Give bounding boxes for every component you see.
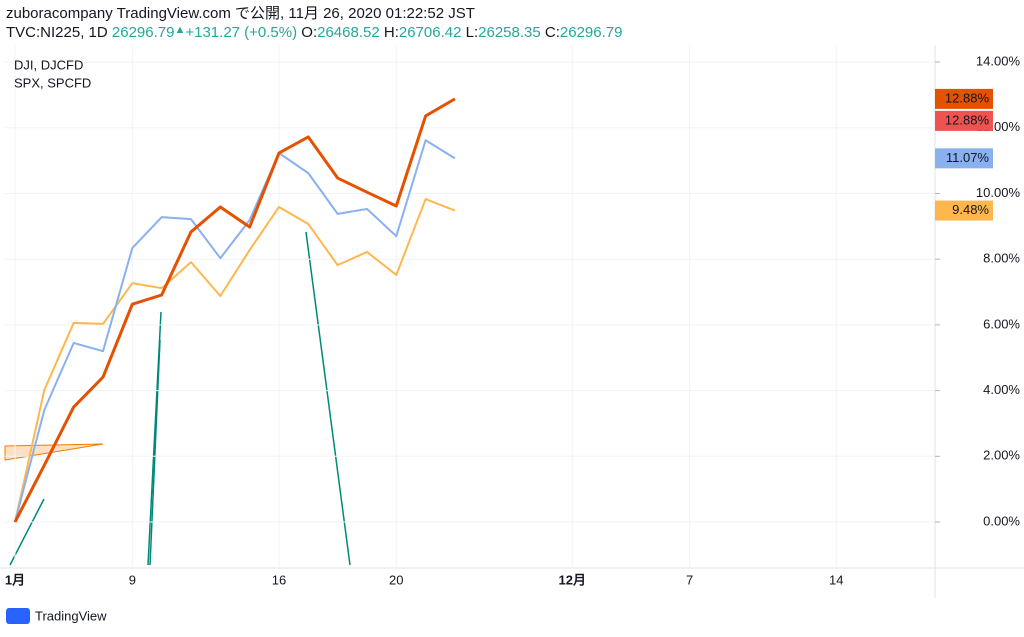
x-tick-label: 14 xyxy=(829,572,843,587)
change: +131.27 (+0.5%) xyxy=(185,24,297,41)
drawing xyxy=(305,231,351,566)
ohlc-label: O: xyxy=(301,24,317,41)
y-tick-label: 6.00% xyxy=(983,316,1020,331)
drawing xyxy=(9,498,45,566)
y-tick-label: 14.00% xyxy=(976,54,1021,69)
legend-entry: DJI, DJCFD xyxy=(14,57,83,72)
y-tick-label: 8.00% xyxy=(983,251,1020,266)
ohlc-label: L: xyxy=(466,24,479,41)
x-tick-label: 12月 xyxy=(559,572,586,587)
price-label: 11.07% xyxy=(946,150,990,165)
ohlc-label: C: xyxy=(545,24,560,41)
header-line: zuboracompany TradingView.com で公開, 11月 2… xyxy=(6,5,475,22)
header-ohlc: TVC:NI225, 1D 26296.79▲+131.27 (+0.5%) O… xyxy=(6,24,622,41)
y-tick-label: 10.00% xyxy=(976,185,1021,200)
ohlc-label: H: xyxy=(384,24,399,41)
y-tick-label: 4.00% xyxy=(983,382,1020,397)
arrow: ▲ xyxy=(174,24,185,36)
symbol: TVC:NI225, 1D xyxy=(6,24,108,41)
logo-icon xyxy=(6,608,30,624)
footer-brand: TradingView xyxy=(35,608,107,623)
price-label-box xyxy=(935,88,993,109)
drawing xyxy=(149,339,161,566)
x-tick-label: 1月 xyxy=(5,572,25,587)
ohlc-value: 26468.52 xyxy=(317,24,380,41)
x-tick-label: 7 xyxy=(686,572,693,587)
ohlc-value: 26296.79 xyxy=(560,24,623,41)
legend-entry: SPX, SPCFD xyxy=(14,75,91,90)
price-label: 12.88% xyxy=(945,112,990,127)
price-label-box xyxy=(935,200,993,221)
price-label-box xyxy=(935,148,993,169)
x-tick-label: 20 xyxy=(389,572,403,587)
series-line xyxy=(14,198,456,523)
y-tick-label: 0.00% xyxy=(983,513,1020,528)
ohlc-value: 26258.35 xyxy=(478,24,541,41)
price-label: 12.88% xyxy=(945,90,990,105)
ohlc-value: 26706.42 xyxy=(399,24,462,41)
price: 26296.79 xyxy=(112,24,175,41)
x-tick-label: 16 xyxy=(272,572,286,587)
price-label-box xyxy=(935,110,993,131)
price-label: 9.48% xyxy=(952,202,989,217)
x-tick-label: 9 xyxy=(129,572,136,587)
series-line xyxy=(13,97,456,523)
series-line xyxy=(14,139,456,523)
y-tick-label: 2.00% xyxy=(983,448,1020,463)
